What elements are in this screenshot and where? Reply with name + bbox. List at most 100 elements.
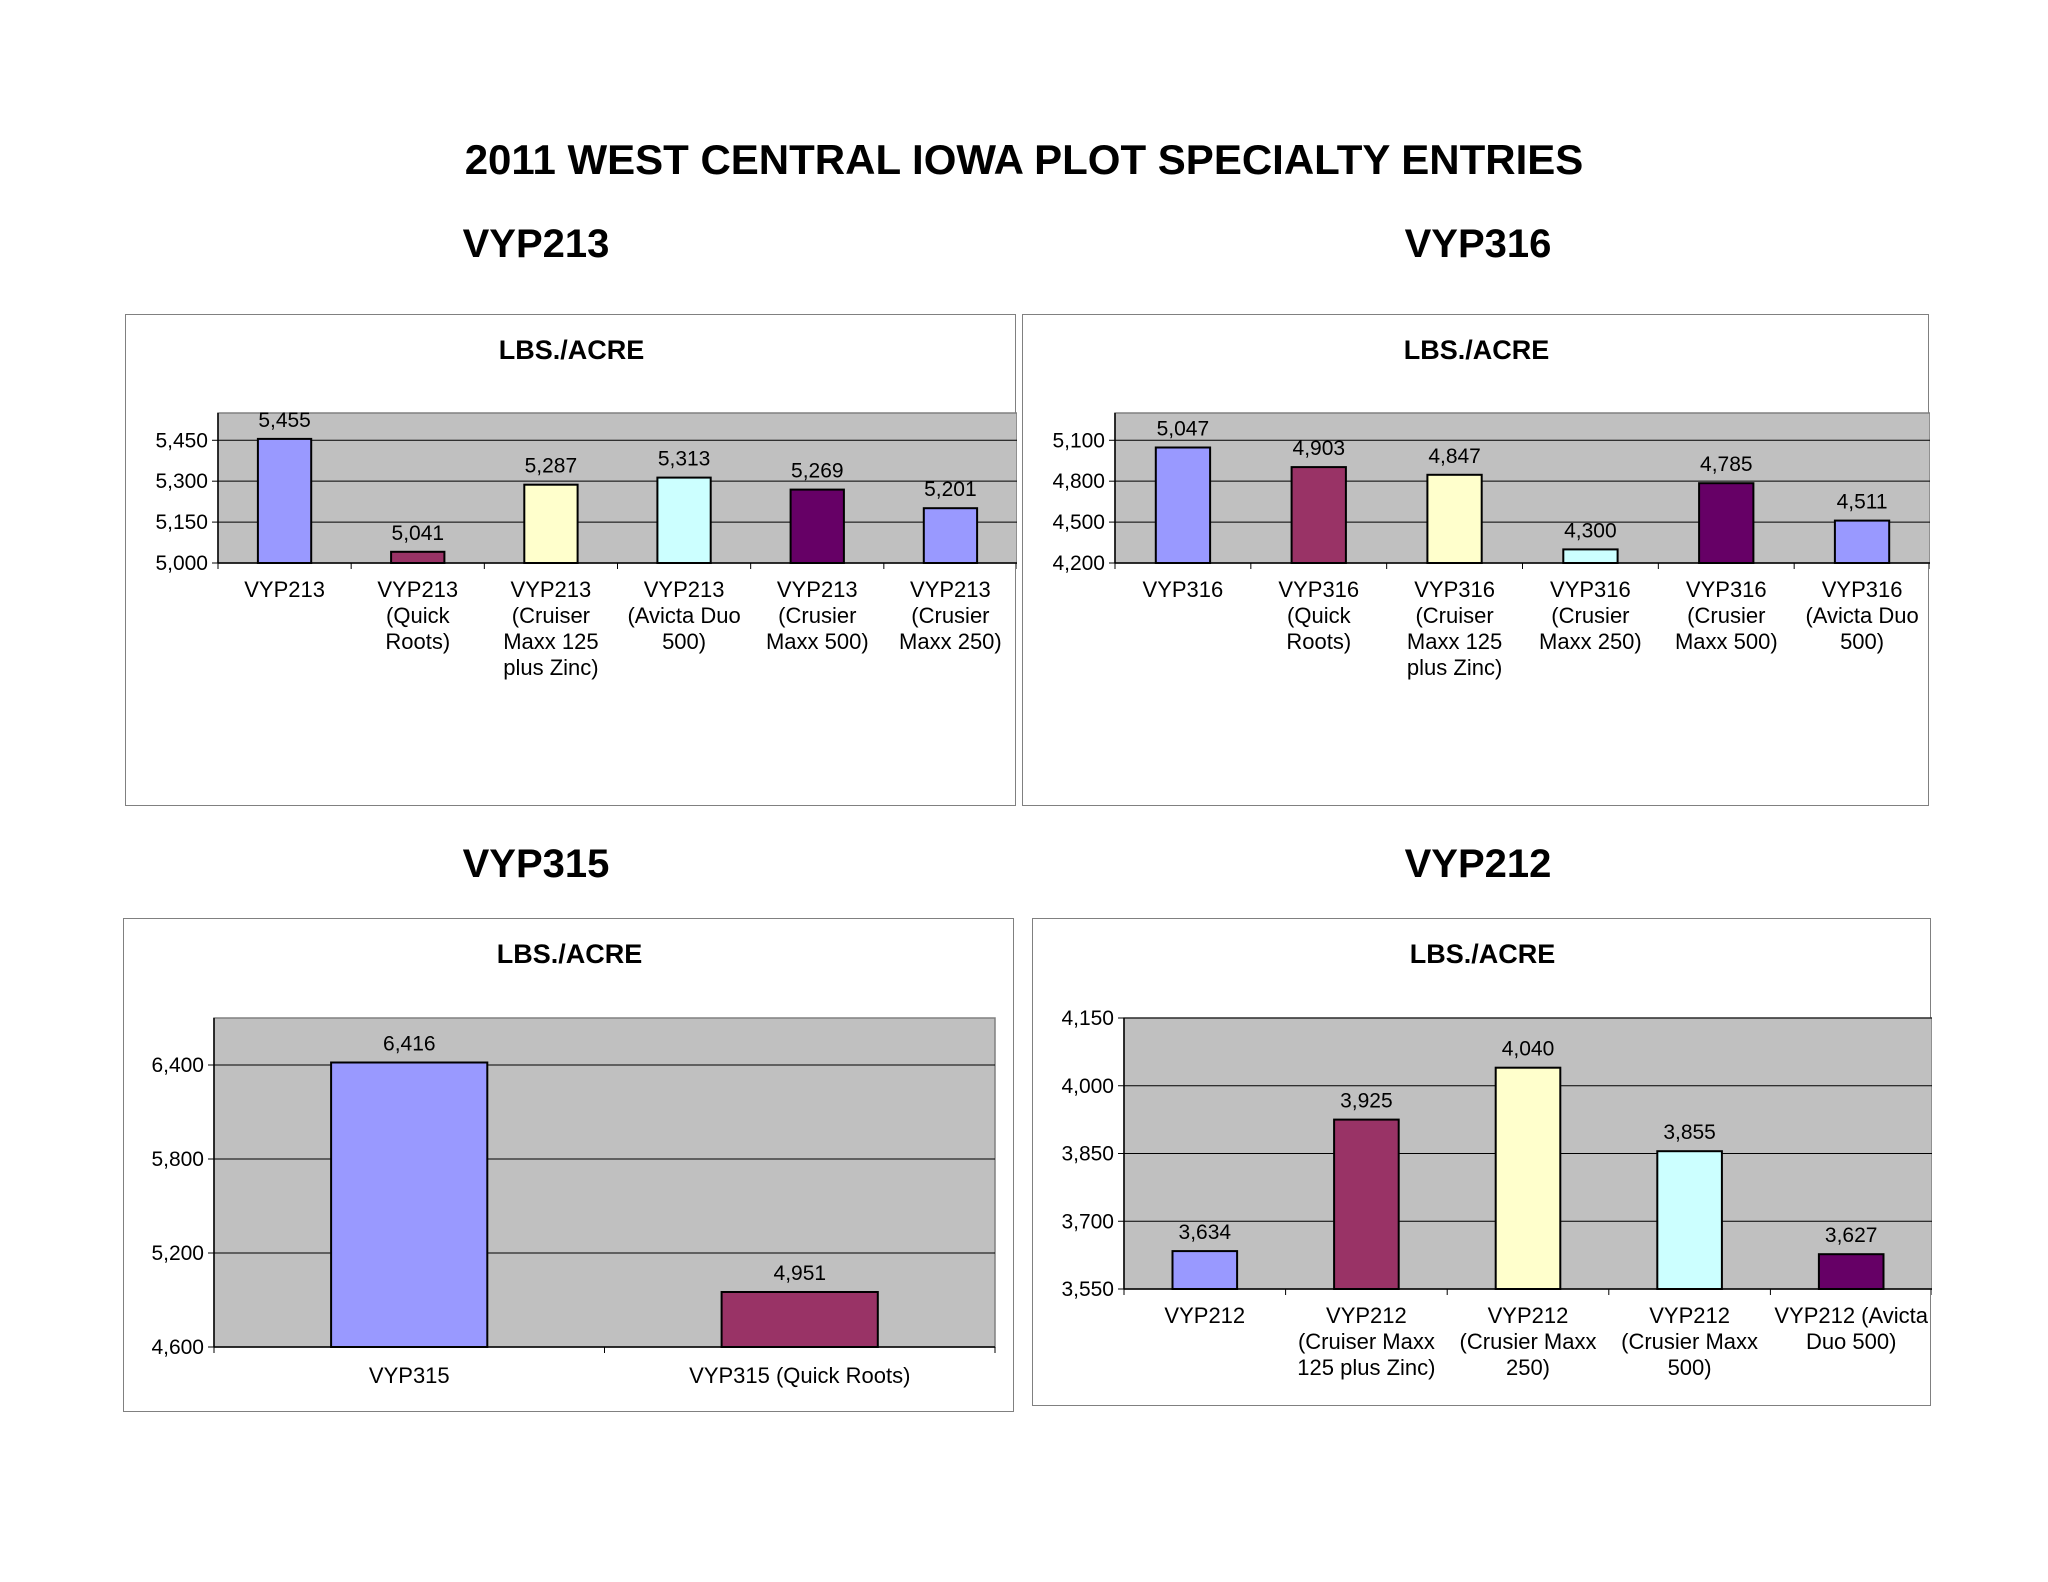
section-title-vyp316: VYP316 [1404,222,1552,266]
x-tick-label-line: plus Zinc) [503,655,598,680]
x-tick-label: VYP212 (Crusier Maxx 250) [1460,1303,1597,1380]
plot-area [1114,412,1930,564]
bar [330,1061,489,1348]
x-tick-label-line: VYP212 [1488,1303,1569,1328]
data-label: 5,269 [791,460,844,483]
chart-title: LBS./ACRE [1404,335,1550,365]
x-tick-label-line: 500) [1840,629,1884,654]
bar [1333,1118,1400,1290]
x-tick-label: VYP213 (Quick Roots) [377,577,458,654]
x-tick-label-line: (Avicta Duo [627,603,740,628]
y-tick-label: 5,100 [1052,429,1105,452]
y-tick-label: 3,550 [1061,1278,1114,1301]
data-label: 5,287 [525,455,578,478]
x-tick-label-line: VYP315 (Quick Roots) [689,1363,910,1388]
bar [256,437,313,564]
y-tick-label: 4,000 [1061,1075,1114,1098]
x-tick-label-line: 125 plus Zinc) [1297,1355,1435,1380]
y-tick-label: 5,150 [155,511,208,534]
y-tick-label: 5,300 [155,470,208,493]
x-tick-label-line: (Quick [1287,603,1352,628]
x-tick-label-line: (Crusier Maxx [1621,1329,1758,1354]
x-tick-label-line: (Cruiser Maxx [1298,1329,1435,1354]
x-tick-label-line: VYP213 [377,577,458,602]
x-tick-label: VYP213 [244,577,325,602]
section-title-vyp213: VYP213 [462,222,610,266]
x-tick-label-line: (Avicta Duo [1805,603,1918,628]
x-tick-label: VYP316 [1143,577,1224,602]
data-label: 5,201 [924,478,977,501]
x-tick-label-line: VYP316 [1686,577,1767,602]
bar [1290,466,1347,565]
x-tick-label-line: (Crusier [1551,603,1629,628]
x-tick-label-line: VYP212 [1649,1303,1730,1328]
x-tick-label-line: VYP213 [910,577,991,602]
data-label: 3,627 [1825,1224,1878,1247]
x-tick-label-line: (Crusier Maxx [1460,1329,1597,1354]
page-title: 2011 WEST CENTRAL IOWA PLOT SPECIALTY EN… [464,136,1584,183]
x-tick-label-line: (Quick [386,603,451,628]
y-tick-label: 4,500 [1052,511,1105,534]
x-tick-label: VYP212 [1164,1303,1245,1328]
data-label: 5,047 [1157,418,1210,441]
x-tick-label-line: VYP212 [1326,1303,1407,1328]
x-tick-label-line: (Cruiser [512,603,590,628]
x-tick-label: VYP316 (Cruiser Maxx 125 plus Zinc) [1407,577,1502,680]
data-label: 4,300 [1564,519,1617,542]
y-tick-label: 5,800 [151,1148,204,1171]
y-tick-label: 5,000 [155,552,208,575]
x-tick-label-line: Maxx 500) [1675,629,1778,654]
x-tick-label-line: VYP213 [511,577,592,602]
x-tick-label: VYP315 (Quick Roots) [689,1363,910,1388]
data-label: 3,925 [1340,1090,1393,1113]
x-tick-label-line: VYP316 [1550,577,1631,602]
chart-panel-vyp315: LBS./ACRE 4,600 5,200 5,800 6,400 6,416 VYP315… [123,918,1014,1412]
x-tick-label-line: VYP213 [644,577,725,602]
x-tick-label-line: VYP315 [369,1363,450,1388]
y-tick-label: 6,400 [151,1054,204,1077]
bar [789,488,845,565]
y-tick-label: 4,800 [1052,470,1105,493]
bar [1817,1253,1885,1291]
x-tick-label-line: VYP316 [1414,577,1495,602]
chart-panel-vyp213: LBS./ACRE 5,000 5,150 5,300 5,450 5,455 VYP213… [125,314,1017,806]
x-tick-label-line: (Crusier [911,603,989,628]
y-tick-label: 5,200 [151,1242,204,1265]
data-label: 4,847 [1428,445,1481,468]
x-tick-label-line: 500) [1668,1355,1712,1380]
x-tick-label: VYP212 (Cruiser Maxx 125 plus Zinc) [1297,1303,1435,1380]
x-tick-label-line: VYP316 [1143,577,1224,602]
x-tick-label-line: Roots) [1286,629,1351,654]
chart-panel-vyp316: LBS./ACRE 4,200 4,500 4,800 5,100 5,047 VYP316… [1022,314,1930,806]
chart-title: LBS./ACRE [497,939,643,969]
data-label: 4,951 [774,1262,827,1285]
x-tick-label: VYP316 (Crusier Maxx 500) [1675,577,1778,654]
x-tick-label-line: 500) [662,629,706,654]
bar [922,507,979,564]
x-tick-label-line: VYP213 [244,577,325,602]
chart-panel-vyp212: LBS./ACRE 3,550 3,700 3,850 4,000 4,150 3,634 V… [1032,918,1932,1406]
chart-title: LBS./ACRE [1410,939,1556,969]
bar [1562,548,1619,564]
x-tick-label-line: Maxx 500) [766,629,869,654]
y-tick-label: 4,200 [1052,552,1105,575]
y-tick-label: 4,150 [1061,1007,1114,1030]
x-tick-label-line: plus Zinc) [1407,655,1502,680]
y-tick-label: 5,450 [155,429,208,452]
x-tick-label-line: (Cruiser [1415,603,1493,628]
x-tick-label: VYP213 (Cruiser Maxx 125 plus Zinc) [503,577,598,680]
data-label: 4,903 [1293,437,1346,460]
bar [1154,446,1212,564]
data-label: 3,634 [1179,1221,1232,1244]
bar [523,483,579,564]
x-tick-label-line: Maxx 250) [899,629,1002,654]
x-tick-label-line: VYP212 (Avicta [1774,1303,1928,1328]
bar-chart-vyp316: LBS./ACRE 4,200 4,500 4,800 5,100 5,047 VYP316… [1052,335,1930,680]
x-tick-label: VYP315 [369,1363,450,1388]
x-tick-label-line: VYP316 [1278,577,1359,602]
bar-chart-vyp315: LBS./ACRE 4,600 5,200 5,800 6,400 6,416 VYP315… [151,939,996,1388]
x-tick-label-line: (Crusier [1687,603,1765,628]
x-tick-label-line: (Crusier [778,603,856,628]
x-tick-label: VYP213 (Crusier Maxx 250) [899,577,1002,654]
x-tick-label-line: VYP212 [1164,1303,1245,1328]
